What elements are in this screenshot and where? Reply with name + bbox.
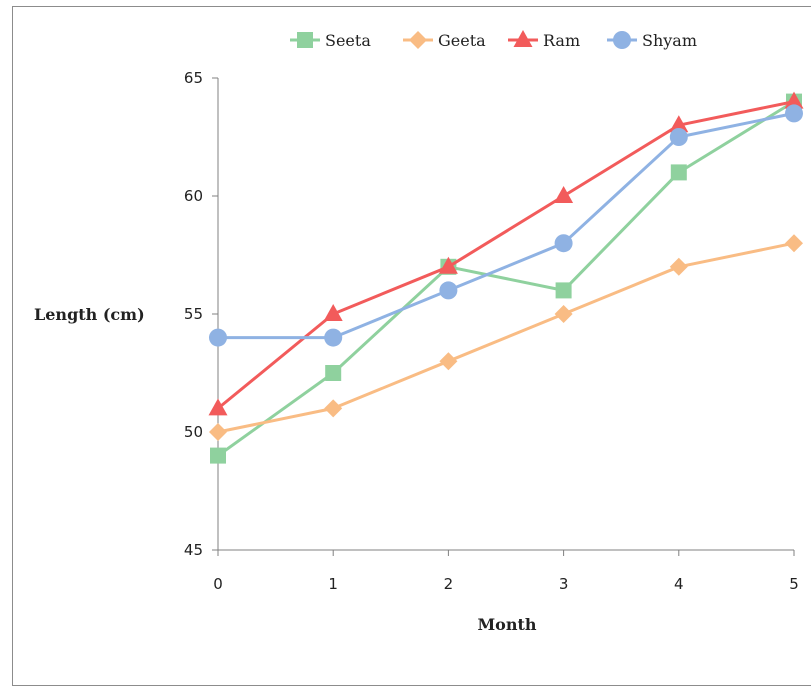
data-point-geeta: [785, 234, 803, 253]
series-line-seeta: [217, 100, 795, 457]
data-point-seeta: [555, 282, 572, 299]
y-tick-label: 60: [184, 187, 203, 205]
x-tick-label: 3: [559, 575, 569, 593]
y-tick-label: 50: [184, 423, 203, 441]
legend-marker-ram: [513, 30, 533, 47]
data-point-geeta: [669, 257, 688, 276]
series-shyam: [209, 104, 803, 347]
legend-item-shyam: Shyam: [607, 31, 697, 50]
data-point-shyam: [439, 281, 458, 300]
data-point-shyam: [785, 104, 803, 123]
legend-item-ram: Ram: [508, 30, 580, 50]
x-tick-label: 2: [444, 575, 454, 593]
x-tick-label: 1: [328, 575, 338, 593]
legend: Seeta Geeta Ram Shyam: [290, 30, 697, 50]
y-axis-title: Length (cm): [34, 305, 145, 324]
data-point-shyam: [669, 128, 688, 146]
data-point-shyam: [209, 328, 227, 347]
legend-item-geeta: Geeta: [403, 31, 486, 50]
data-point-geeta: [209, 423, 227, 441]
data-point-ram: [438, 256, 458, 274]
data-point-ram: [554, 186, 574, 203]
data-point-ram: [784, 91, 804, 109]
data-point-geeta: [554, 305, 573, 323]
x-tick-label: 4: [674, 575, 684, 593]
series-ram: [208, 91, 804, 416]
legend-label-geeta: Geeta: [438, 31, 486, 50]
legend-marker-geeta: [409, 31, 427, 49]
legend-label-shyam: Shyam: [642, 31, 697, 50]
legend-label-seeta: Seeta: [325, 31, 371, 50]
data-point-shyam: [554, 234, 573, 253]
y-tick-label: 45: [184, 541, 203, 559]
series-line-shyam: [218, 111, 795, 340]
series-seeta: [210, 93, 802, 464]
plot-area: [208, 91, 804, 464]
data-point-seeta: [670, 164, 687, 181]
data-point-ram: [323, 304, 343, 321]
y-axis-ticks: 45 50 55 60 65: [184, 69, 218, 559]
data-point-ram: [208, 398, 228, 416]
x-axis-ticks: 0 1 2 3 4 5: [213, 550, 799, 593]
legend-item-seeta: Seeta: [290, 31, 371, 50]
data-point-seeta: [325, 365, 342, 381]
x-axis-title: Month: [477, 615, 536, 634]
series-line-ram: [217, 100, 795, 410]
data-point-seeta: [210, 447, 226, 464]
x-tick-label: 5: [789, 575, 799, 593]
legend-marker-seeta: [297, 32, 313, 48]
series-geeta: [209, 234, 803, 441]
data-point-geeta: [324, 399, 343, 418]
y-tick-label: 65: [184, 69, 203, 87]
data-point-shyam: [324, 328, 343, 347]
legend-marker-shyam: [613, 31, 631, 49]
data-point-ram: [669, 115, 689, 133]
y-tick-label: 55: [184, 305, 203, 323]
legend-label-ram: Ram: [543, 31, 580, 50]
data-point-geeta: [439, 352, 458, 371]
series-line-geeta: [217, 241, 795, 434]
x-tick-label: 0: [213, 575, 223, 593]
